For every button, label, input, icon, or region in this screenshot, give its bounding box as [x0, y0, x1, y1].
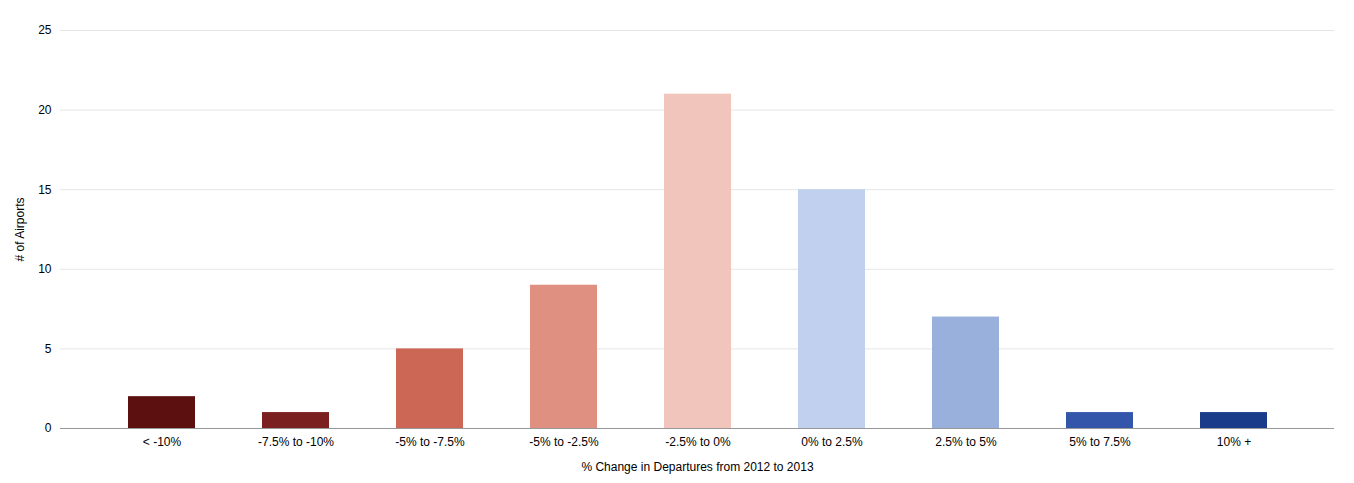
- svg-text:20: 20: [38, 103, 52, 117]
- svg-text:-7.5% to -10%: -7.5% to -10%: [258, 435, 334, 449]
- svg-text:2.5% to 5%: 2.5% to 5%: [935, 435, 997, 449]
- svg-text:15: 15: [38, 183, 52, 197]
- svg-text:# of Airports: # of Airports: [13, 197, 27, 261]
- svg-text:25: 25: [38, 23, 52, 37]
- svg-text:0: 0: [45, 421, 52, 435]
- svg-text:10: 10: [38, 262, 52, 276]
- svg-text:10% +: 10% +: [1217, 435, 1251, 449]
- svg-text:-5% to -2.5%: -5% to -2.5%: [529, 435, 599, 449]
- svg-text:< -10%: < -10%: [143, 435, 182, 449]
- svg-text:0% to 2.5%: 0% to 2.5%: [801, 435, 863, 449]
- svg-text:% Change in Departures from 20: % Change in Departures from 2012 to 2013: [581, 460, 813, 474]
- svg-text:5% to 7.5%: 5% to 7.5%: [1069, 435, 1131, 449]
- svg-text:-2.5% to 0%: -2.5% to 0%: [665, 435, 731, 449]
- svg-text:-5% to -7.5%: -5% to -7.5%: [395, 435, 465, 449]
- svg-text:5: 5: [45, 342, 52, 356]
